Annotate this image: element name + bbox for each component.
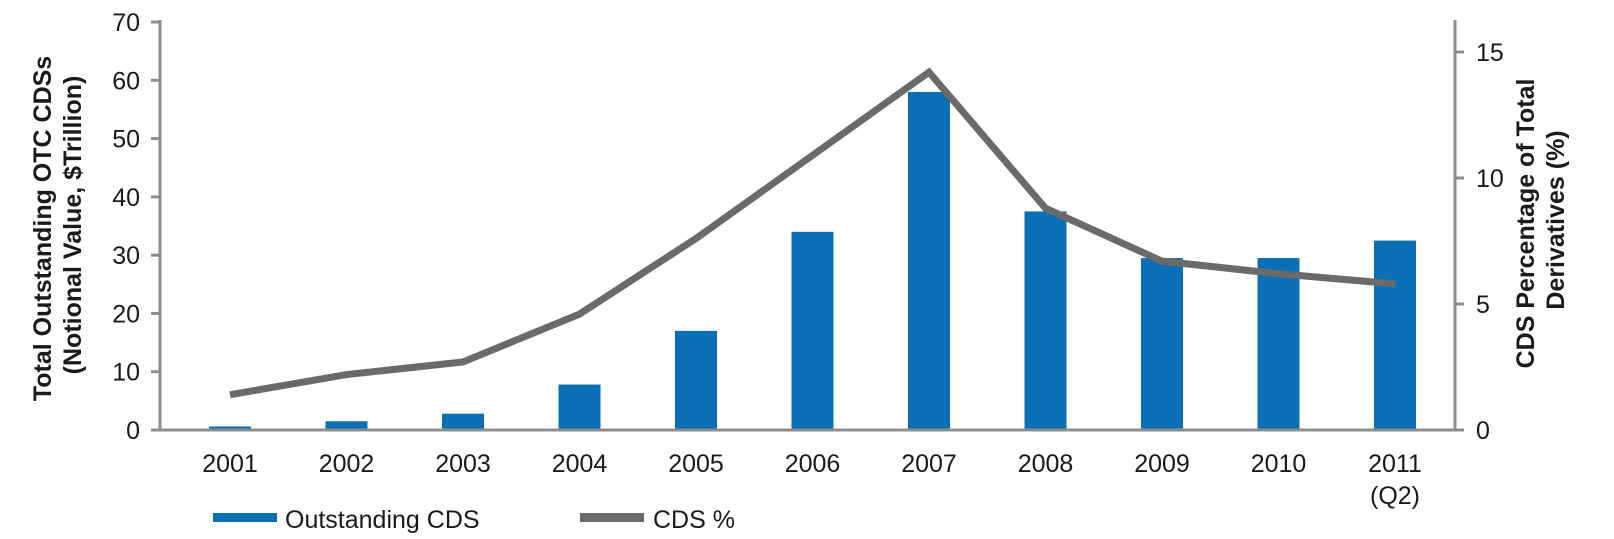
bar-2008 — [1024, 211, 1067, 430]
left-tick-label: 50 — [112, 126, 140, 154]
x-tick-label: 2005 — [668, 450, 724, 478]
left-axis-title-line2: (Notional Value, $Trillion) — [59, 76, 87, 375]
left-tick-label: 10 — [112, 359, 140, 387]
x-tick-label: 2009 — [1134, 450, 1190, 478]
right-axis-ticks: 0 5 10 15 — [1476, 39, 1504, 445]
bar-2009 — [1141, 258, 1183, 430]
x-tick-label: 2002 — [319, 450, 375, 478]
left-tick-label: 30 — [112, 242, 140, 270]
left-tick-label: 20 — [112, 300, 140, 328]
right-axis-title-line1: CDS Percentage of Total — [1512, 79, 1540, 369]
bar-2004 — [558, 384, 601, 430]
bar-2010 — [1257, 258, 1300, 430]
legend: Outstanding CDS CDS % — [213, 506, 735, 534]
left-tick-label: 0 — [126, 417, 140, 445]
x-tick-label: 2007 — [901, 450, 957, 478]
left-tick-label: 70 — [112, 9, 140, 37]
right-tick-label: 10 — [1476, 165, 1504, 193]
right-axis-title-line2: Derivatives (%) — [1542, 130, 1570, 309]
left-axis-ticks: 0 10 20 30 40 50 60 70 — [112, 9, 140, 445]
x-tick-label: 2008 — [1018, 450, 1074, 478]
x-tick-sublabel: (Q2) — [1370, 482, 1420, 510]
right-axis-title: CDS Percentage of Total Derivatives (%) — [1512, 72, 1570, 369]
bar-2006 — [791, 231, 834, 430]
legend-label-outstanding-cds: Outstanding CDS — [285, 506, 480, 534]
axes — [151, 20, 1464, 432]
legend-swatch-outstanding-cds — [213, 513, 277, 522]
bar-2001 — [209, 426, 251, 430]
left-axis-title-line1: Total Outstanding OTC CDSs — [29, 56, 57, 401]
x-tick-label: 2003 — [435, 450, 491, 478]
bar-series — [209, 91, 1416, 430]
right-tick-label: 0 — [1476, 417, 1490, 445]
left-tick-label: 40 — [112, 184, 140, 212]
x-axis-ticks: 2001 2002 2003 2004 2005 2006 2007 2008 2009 2010… — [202, 450, 1422, 510]
x-tick-label: 2006 — [785, 450, 841, 478]
left-axis-title: Total Outstanding OTC CDSs (Notional Val… — [29, 49, 87, 401]
bar-2007 — [908, 91, 950, 430]
right-tick-label: 5 — [1476, 291, 1490, 319]
x-tick-label: 2010 — [1251, 450, 1307, 478]
x-tick-label: 2004 — [552, 450, 608, 478]
bar-2005 — [675, 330, 717, 430]
left-tick-label: 60 — [112, 67, 140, 95]
line-series — [229, 67, 1396, 399]
legend-label-cds-percent: CDS % — [653, 506, 735, 534]
x-tick-label: 2001 — [202, 450, 258, 478]
bar-2003 — [442, 413, 484, 430]
x-tick-label: 2011 — [1368, 450, 1422, 478]
bar-2011 — [1374, 240, 1416, 430]
legend-swatch-cds-percent — [580, 513, 644, 522]
right-tick-label: 15 — [1476, 39, 1504, 67]
bar-2002 — [325, 421, 368, 430]
